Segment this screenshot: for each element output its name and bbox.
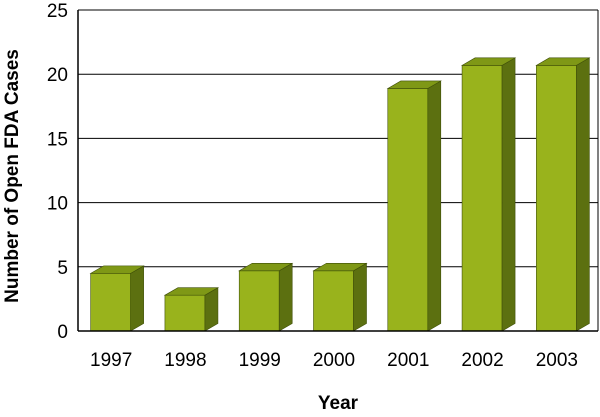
- y-tick-label-25: 25: [47, 1, 68, 22]
- bar-side-2002: [501, 57, 516, 332]
- x-tick-label-1998: 1998: [164, 350, 206, 371]
- axis-layer: [77, 10, 599, 332]
- y-tick-label-5: 5: [57, 258, 68, 279]
- x-tick-label-1997: 1997: [90, 350, 132, 371]
- bar-side-2001: [427, 80, 442, 332]
- bar-1999: [238, 262, 294, 332]
- bar-front-1997: [90, 273, 131, 332]
- bar-top-2002: [460, 57, 517, 66]
- label-layer: 0 5 10 15 20 25 1997 1998 1999 2000 2001 2002 2003: [47, 1, 578, 371]
- bar-front-2001: [387, 88, 429, 332]
- y-tick-label-10: 10: [47, 194, 68, 215]
- y-tick-label-0: 0: [57, 322, 68, 343]
- x-tick-label-2003: 2003: [536, 350, 578, 371]
- bar-side-2000: [353, 262, 367, 332]
- bar-side-1999: [278, 262, 293, 332]
- bar-top-1998: [163, 287, 220, 296]
- bar-top-2003: [535, 57, 591, 66]
- bar-top-1999: [238, 262, 294, 272]
- bar-side-1997: [130, 265, 144, 332]
- bar-2002: [460, 57, 517, 332]
- bar-top-1997: [89, 265, 145, 274]
- x-axis-title: Year: [318, 393, 359, 412]
- bar-top-2000: [312, 262, 368, 272]
- bar-front-2003: [536, 65, 577, 332]
- bar-front-2002: [461, 65, 503, 332]
- x-tick-label-2000: 2000: [313, 350, 355, 371]
- bar-top-2001: [386, 80, 442, 89]
- y-tick-label-20: 20: [47, 65, 68, 86]
- bar-2001: [386, 80, 442, 332]
- bars-layer: [89, 57, 591, 332]
- bar-front-2000: [313, 270, 354, 332]
- y-axis-title: Number of Open FDA Cases: [2, 49, 23, 303]
- x-tick-label-2001: 2001: [387, 350, 429, 371]
- bar-side-2003: [576, 57, 590, 332]
- grid-layer: [78, 9, 598, 268]
- bar-front-1998: [164, 294, 206, 332]
- bar-2003: [535, 57, 591, 332]
- bar-1997: [89, 265, 145, 332]
- y-tick-label-15: 15: [47, 129, 68, 150]
- bar-1998: [163, 287, 220, 332]
- x-tick-label-1999: 1999: [239, 350, 281, 371]
- bar-front-1999: [238, 270, 280, 332]
- x-tick-label-2002: 2002: [461, 350, 503, 371]
- bar-2000: [312, 262, 368, 332]
